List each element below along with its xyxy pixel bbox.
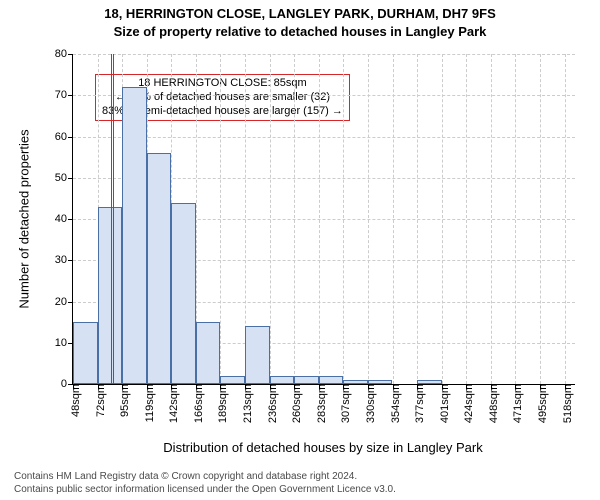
x-tick-mark [368,384,369,389]
plot-area: 18 HERRINGTON CLOSE: 85sqm← 17% of detac… [72,54,575,385]
chart-container: 18, HERRINGTON CLOSE, LANGLEY PARK, DURH… [0,0,600,500]
x-tick-mark [270,384,271,389]
x-tick-mark [515,384,516,389]
gridline-vertical [491,54,492,384]
x-tick-label: 377sqm [408,384,426,423]
x-tick-label: 213sqm [236,384,254,423]
x-tick-mark [319,384,320,389]
x-axis-label: Distribution of detached houses by size … [163,440,482,455]
histogram-bar [245,326,270,384]
gridline-horizontal [73,54,575,55]
x-tick-mark [122,384,123,389]
x-tick-mark [171,384,172,389]
x-tick-label: 471sqm [506,384,524,423]
histogram-bar [73,322,98,384]
gridline-vertical [319,54,320,384]
x-tick-mark [417,384,418,389]
x-tick-label: 283sqm [310,384,328,423]
x-tick-label: 142sqm [162,384,180,423]
gridline-vertical [220,54,221,384]
histogram-bar [220,376,245,384]
gridline-vertical [540,54,541,384]
x-tick-label: 189sqm [211,384,229,423]
footer-line2: Contains public sector information licen… [14,484,600,497]
histogram-bar [368,380,393,384]
x-tick-mark [343,384,344,389]
gridline-horizontal [73,95,575,96]
histogram-bar [122,87,147,384]
x-tick-label: 401sqm [433,384,451,423]
gridline-vertical [565,54,566,384]
gridline-vertical [294,54,295,384]
x-tick-label: 166sqm [187,384,205,423]
x-tick-mark [565,384,566,389]
x-tick-label: 330sqm [359,384,377,423]
x-tick-mark [442,384,443,389]
gridline-vertical [270,54,271,384]
x-tick-mark [98,384,99,389]
gridline-vertical [343,54,344,384]
x-tick-label: 307sqm [334,384,352,423]
gridline-vertical [368,54,369,384]
x-tick-label: 495sqm [531,384,549,423]
x-tick-label: 424sqm [457,384,475,423]
gridline-vertical [515,54,516,384]
x-tick-mark [220,384,221,389]
x-tick-mark [491,384,492,389]
x-tick-mark [73,384,74,389]
histogram-bar [171,203,196,385]
histogram-bar [319,376,344,384]
x-tick-label: 119sqm [138,384,156,422]
x-tick-mark [393,384,394,389]
chart-title-line1: 18, HERRINGTON CLOSE, LANGLEY PARK, DURH… [0,6,600,21]
x-tick-label: 260sqm [285,384,303,423]
histogram-bar [147,153,172,384]
histogram-bar [343,380,368,384]
x-tick-mark [540,384,541,389]
histogram-bar [417,380,442,384]
x-tick-mark [147,384,148,389]
chart-title-line2: Size of property relative to detached ho… [0,24,600,39]
footer-line1: Contains HM Land Registry data © Crown c… [14,471,600,484]
x-tick-mark [196,384,197,389]
gridline-vertical [442,54,443,384]
x-tick-mark [294,384,295,389]
x-tick-label: 448sqm [482,384,500,423]
property-marker-line [113,54,114,384]
histogram-bar [294,376,319,384]
gridline-vertical [466,54,467,384]
x-tick-label: 354sqm [384,384,402,423]
x-tick-label: 236sqm [261,384,279,423]
x-tick-label: 518sqm [556,384,574,423]
x-tick-mark [466,384,467,389]
gridline-vertical [417,54,418,384]
gridline-horizontal [73,137,575,138]
property-marker-line [111,54,112,384]
y-axis-label: Number of detached properties [17,129,32,308]
footer-attribution: Contains HM Land Registry data © Crown c… [0,471,600,496]
x-tick-mark [245,384,246,389]
histogram-bar [270,376,295,384]
histogram-bar [196,322,221,384]
gridline-vertical [393,54,394,384]
